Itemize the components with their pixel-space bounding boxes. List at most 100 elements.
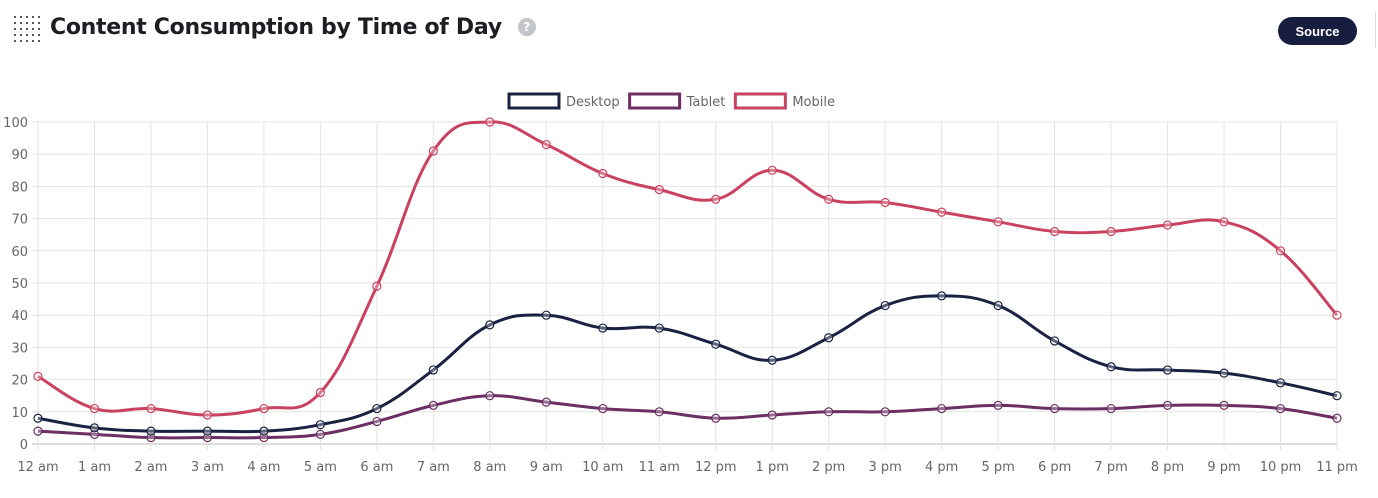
data-point-desktop [1106,362,1116,372]
x-tick-label: 9 pm [1207,460,1240,475]
data-point-tablet [711,413,721,423]
data-point-tablet [1275,403,1286,414]
data-point-desktop [315,420,325,430]
data-point-tablet [202,432,213,443]
x-tick-label: 11 am [639,460,680,475]
x-tick-label: 9 am [530,460,563,475]
data-point-tablet [89,429,100,439]
x-tick-label: 12 pm [695,460,737,475]
x-tick-label: 5 am [304,460,337,475]
data-point-desktop [711,339,721,349]
x-tick-label: 5 pm [981,460,1014,475]
data-point-desktop [485,320,495,330]
data-point-desktop [880,300,890,311]
data-point-desktop [1275,378,1286,388]
data-point-desktop [1050,336,1060,346]
divider [1375,12,1376,48]
data-point-tablet [146,432,156,443]
drag-grip-icon[interactable] [12,14,40,42]
y-tick-label: 30 [11,341,28,356]
chart-header: Content Consumption by Time of Day ? [12,14,536,42]
data-point-desktop [824,333,834,343]
data-point-desktop [259,426,269,436]
y-tick-label: 90 [11,148,28,163]
data-point-mobile [1275,246,1286,256]
x-tick-label: 2 pm [812,460,845,475]
y-tick-label: 70 [11,213,28,228]
y-tick-label: 80 [11,180,28,195]
data-point-mobile [428,146,438,156]
x-tick-label: 4 pm [925,460,958,475]
data-point-desktop [89,423,100,433]
data-point-tablet [1332,413,1342,423]
data-point-tablet [372,416,382,427]
legend-swatch-tablet [628,92,682,110]
data-point-desktop [202,426,213,436]
data-point-desktop [1332,391,1342,401]
data-point-desktop [1219,368,1229,378]
source-button[interactable]: Source [1278,17,1357,45]
data-point-mobile [654,185,664,195]
series-line-tablet [37,394,1338,440]
data-point-tablet [541,397,551,407]
data-point-mobile [1332,310,1342,320]
data-point-mobile [711,194,721,204]
data-point-mobile [824,194,834,204]
y-tick-label: 60 [11,245,28,260]
data-point-tablet [315,429,325,439]
data-point-desktop [767,355,777,365]
data-point-desktop [541,310,551,320]
data-point-tablet [1050,403,1060,414]
y-tick-label: 50 [11,277,28,292]
y-tick-label: 40 [11,309,28,324]
x-tick-label: 10 pm [1260,460,1302,475]
x-tick-label: 7 am [417,460,450,475]
data-point-mobile [1162,220,1173,230]
x-tick-label: 4 am [247,460,280,475]
data-point-tablet [259,432,269,443]
data-point-desktop [146,426,156,436]
x-tick-label: 10 am [582,460,623,475]
x-tick-label: 12 am [17,460,58,475]
x-tick-label: 6 pm [1038,460,1071,475]
data-point-desktop [598,323,608,333]
data-point-mobile [937,207,947,217]
y-tick-label: 0 [20,438,28,453]
data-point-tablet [1162,400,1173,410]
x-tick-label: 7 pm [1094,460,1127,475]
legend-label-mobile: Mobile [792,95,835,110]
x-tick-label: 8 pm [1151,460,1184,475]
data-point-mobile [89,403,100,414]
data-point-mobile [767,165,777,175]
data-point-mobile [1106,226,1116,237]
data-point-desktop [654,323,664,333]
data-point-mobile [146,403,156,414]
data-point-tablet [428,400,438,410]
data-point-tablet [824,407,834,417]
legend-swatch-mobile [733,92,787,110]
data-point-desktop [428,365,438,375]
data-point-tablet [767,410,777,420]
data-point-tablet [485,391,495,401]
y-tick-label: 10 [11,406,28,421]
data-point-mobile [485,117,495,127]
data-point-mobile [259,403,269,414]
data-point-tablet [880,407,890,417]
data-point-desktop [372,403,382,414]
data-point-mobile [1050,226,1060,237]
data-point-tablet [993,400,1003,410]
x-tick-label: 1 am [78,460,111,475]
data-point-mobile [33,371,43,381]
data-point-tablet [654,407,664,417]
x-tick-label: 1 pm [756,460,789,475]
data-point-desktop [1162,365,1173,375]
help-icon[interactable]: ? [517,18,536,36]
data-point-desktop [993,300,1003,311]
x-tick-label: 11 pm [1316,460,1358,475]
x-tick-label: 2 am [134,460,167,475]
data-point-tablet [33,426,43,436]
series-line-desktop [37,294,1338,434]
chart-title: Content Consumption by Time of Day [50,14,502,40]
data-point-mobile [202,410,213,420]
